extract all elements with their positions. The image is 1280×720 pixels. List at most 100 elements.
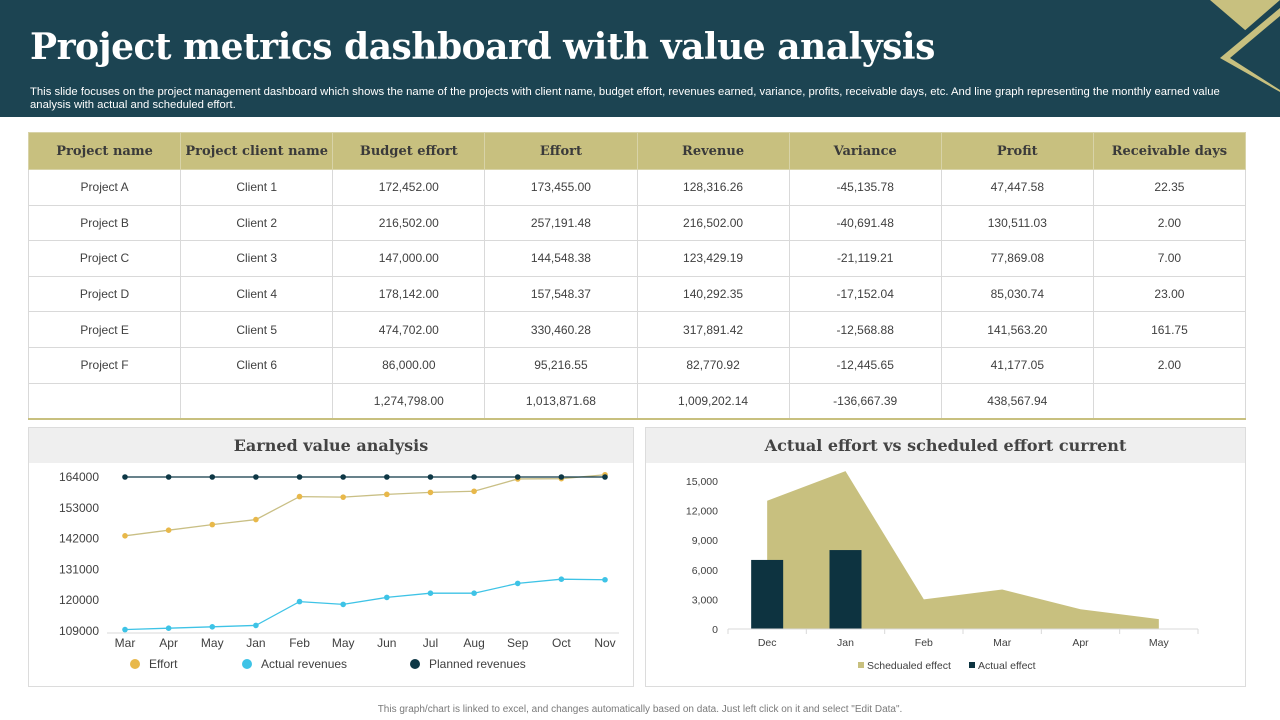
- table-cell: 178,142.00: [332, 275, 486, 313]
- series-line-0: [124, 474, 606, 537]
- table-cell: Client 1: [180, 169, 334, 206]
- data-point: [602, 474, 608, 480]
- table-cell: 1,013,871.68: [484, 382, 638, 421]
- actual-effect-bar: [829, 550, 862, 629]
- x-tick-label: Sep: [507, 636, 529, 650]
- table-cell: 7.00: [1092, 240, 1247, 277]
- x-tick-label: Jul: [423, 636, 438, 650]
- data-point: [253, 622, 259, 629]
- table-cell: [180, 382, 334, 421]
- table-row: Project F Client 6 86,000.00 95,216.55 82,77…: [27, 346, 1247, 384]
- table-row: Project D Client 4 178,142.00 157,548.37 140…: [27, 275, 1247, 313]
- table-cell: 157,548.37: [484, 275, 638, 313]
- y-tick-label: 131000: [59, 562, 99, 576]
- data-point: [209, 521, 216, 528]
- earned-value-chart: 164000 153000 142000 131000 120000 109000 Mar A…: [59, 470, 619, 671]
- legend-marker: [858, 662, 864, 668]
- table-cell: Project A: [27, 169, 182, 206]
- data-point: [514, 580, 521, 587]
- table-cell: 141,563.20: [940, 311, 1094, 348]
- table-cell: 317,891.42: [636, 311, 790, 348]
- page-subtitle: This slide focuses on the project manage…: [30, 86, 1220, 111]
- series-line-1: [124, 578, 606, 631]
- y-tick-label: 142000: [59, 532, 99, 546]
- table-cell: 257,191.48: [484, 204, 638, 242]
- y-tick-label: 109000: [59, 624, 99, 638]
- x-tick-label: May: [201, 636, 224, 650]
- x-tick-label: May: [1149, 637, 1170, 649]
- table-cell: 2.00: [1092, 204, 1247, 242]
- legend-label: Planned revenues: [429, 657, 526, 671]
- x-tick-label: Oct: [552, 636, 571, 650]
- table-cell: -17,152.04: [788, 275, 942, 313]
- table-cell: 216,502.00: [332, 204, 486, 242]
- earned-value-title: Earned value analysis: [29, 428, 633, 463]
- y-tick-label: 9,000: [692, 535, 718, 547]
- table-cell: 23.00: [1092, 275, 1247, 313]
- table-row: Project A Client 1 172,452.00 173,455.00 128…: [27, 169, 1247, 206]
- data-point: [384, 474, 390, 480]
- col-effort: Effort: [484, 132, 638, 170]
- table-row: 1,274,798.00 1,013,871.68 1,009,202.14 -136…: [27, 382, 1247, 421]
- x-tick-label: Apr: [1072, 637, 1089, 649]
- table-cell: 140,292.35: [636, 275, 790, 313]
- corner-decoration: [1210, 0, 1280, 92]
- table-cell: 438,567.94: [940, 382, 1094, 421]
- col-client-name: Project client name: [180, 132, 334, 170]
- data-point: [471, 590, 477, 596]
- data-point: [122, 533, 128, 539]
- y-tick-label: 120000: [59, 593, 99, 607]
- table-cell: -40,691.48: [788, 204, 942, 242]
- data-point: [253, 516, 259, 523]
- table-cell: 144,548.38: [484, 240, 638, 277]
- x-tick-label: Apr: [159, 636, 178, 650]
- table-cell: Client 4: [180, 275, 334, 313]
- y-tick-label: 15,000: [686, 476, 718, 488]
- y-tick-label: 153000: [59, 501, 99, 515]
- col-project-name: Project name: [27, 132, 182, 170]
- effort-comparison-chart: 15,000 12,000 9,000 6,000 3,000 0 Dec Jan Feb Mar…: [686, 471, 1199, 672]
- data-point: [122, 626, 128, 633]
- data-point: [165, 474, 172, 480]
- data-point: [340, 601, 346, 608]
- legend-label: Schedualed effect: [867, 660, 951, 672]
- data-point: [384, 491, 390, 498]
- data-point: [209, 474, 216, 480]
- x-tick-label: Mar: [993, 637, 1012, 649]
- x-tick-label: Jan: [837, 637, 854, 649]
- table-cell: 1,009,202.14: [636, 382, 790, 421]
- col-revenue: Revenue: [636, 132, 790, 170]
- data-point: [514, 474, 521, 480]
- table-cell: [27, 382, 182, 421]
- data-point: [471, 474, 477, 480]
- table-row: Project B Client 2 216,502.00 257,191.48 216…: [27, 204, 1247, 242]
- table-cell: 330,460.28: [484, 311, 638, 348]
- x-tick-label: Jan: [246, 636, 265, 650]
- table-cell: -45,135.78: [788, 169, 942, 206]
- table-cell: 147,000.00: [332, 240, 486, 277]
- table-cell: 47,447.58: [940, 169, 1094, 206]
- x-tick-label: Aug: [463, 636, 484, 650]
- col-budget-effort: Budget effort: [332, 132, 486, 170]
- table-cell: 85,030.74: [940, 275, 1094, 313]
- table-cell: 22.35: [1092, 169, 1247, 206]
- x-tick-label: Feb: [289, 636, 310, 650]
- table-header-row: Project name Project client name Budget …: [27, 132, 1247, 170]
- data-point: [471, 488, 477, 495]
- data-point: [340, 494, 346, 500]
- x-tick-label: Dec: [758, 637, 777, 649]
- data-point: [122, 474, 128, 480]
- table-cell: 123,429.19: [636, 240, 790, 277]
- x-tick-label: Mar: [115, 636, 136, 650]
- y-tick-label: 0: [712, 624, 718, 636]
- table-cell: 95,216.55: [484, 346, 638, 384]
- y-tick-label: 3,000: [692, 594, 718, 606]
- table-cell: 216,502.00: [636, 204, 790, 242]
- table-row: Project C Client 3 147,000.00 144,548.38 123…: [27, 240, 1247, 277]
- footer-note: This graph/chart is linked to excel, and…: [377, 704, 903, 715]
- table-cell: 41,177.05: [940, 346, 1094, 384]
- table-cell: [1092, 382, 1247, 421]
- header-banner: Project metrics dashboard with value ana…: [0, 0, 1280, 117]
- table-row: Project E Client 5 474,702.00 330,460.28 317…: [27, 311, 1247, 348]
- table-cell: Client 3: [180, 240, 334, 277]
